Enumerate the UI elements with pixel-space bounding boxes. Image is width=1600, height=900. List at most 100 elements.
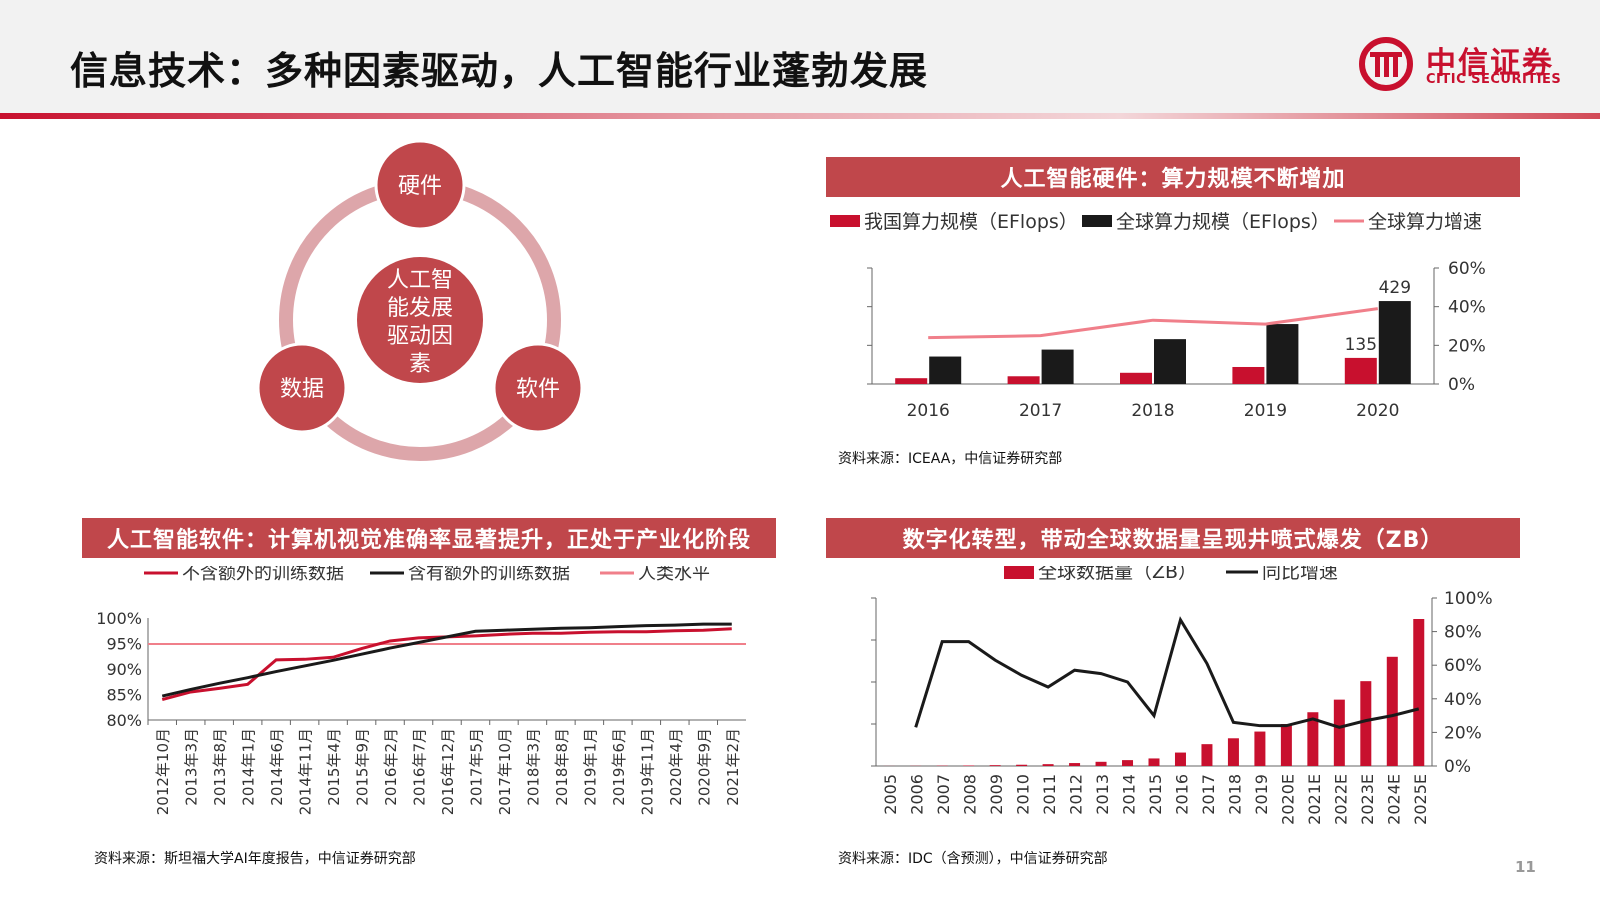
x-tick-label: 2015年9月 [354, 728, 372, 806]
x-tick-label: 2020年4月 [667, 728, 685, 806]
legend-swatch-0 [830, 215, 860, 227]
data-panel-title: 数字化转型，带动全球数据量呈现井喷式爆发（ZB） [826, 518, 1520, 558]
software-panel-title: 人工智能软件：计算机视觉准确率显著提升，正处于产业化阶段 [82, 518, 776, 558]
line-without-extra-data [161, 627, 732, 702]
x-tick-label: 2012 [1067, 774, 1086, 815]
y-tick-label: 95% [106, 635, 142, 654]
bar-data-volume [1227, 738, 1239, 766]
x-tick-label: 2021年2月 [724, 728, 742, 806]
y-tick-label: 100% [96, 609, 142, 628]
x-tick-label: 2014年1月 [240, 728, 258, 806]
center-label-line-2: 能发展 [387, 296, 453, 321]
datasphere-chart: 全球数据量（ZB） 同比增速 0% 20% 40% 60% 80% 100% 2005 2006 2… [871, 566, 1493, 825]
line-global-growth [928, 307, 1379, 340]
y2-tick-label: 20% [1444, 723, 1482, 743]
bar-data-volume [1016, 764, 1028, 766]
bar-data-volume [1254, 731, 1266, 766]
bar-china-compute [1344, 357, 1377, 384]
x-tick-label: 2012年10月 [154, 728, 172, 815]
compute-chart: 我国算力规模（EFlops） 全球算力规模（EFlops） 全球算力增速 0% 20% 4… [830, 211, 1486, 421]
data-label: 135 [1345, 335, 1377, 355]
bar-data-volume [1333, 699, 1345, 766]
y2-tick-label: 60% [1448, 259, 1486, 279]
x-tick-label: 2024E [1384, 774, 1403, 825]
line-with-extra-data [161, 622, 732, 698]
data-source: 资料来源：IDC（含预测），中信证券研究部 [838, 851, 1108, 867]
logo-text-en: CITIC SECURITIES [1426, 72, 1562, 87]
x-tick-label: 2010 [1014, 774, 1033, 815]
x-tick-label: 2016年7月 [411, 728, 429, 806]
slide-header [0, 0, 1600, 118]
x-tick-label: 2019年1月 [581, 728, 599, 806]
page-title: 信息技术：多种因素驱动，人工智能行业蓬勃发展 [70, 49, 929, 93]
x-tick-label: 2015年4月 [325, 728, 343, 806]
bar-china-compute [1120, 372, 1152, 384]
x-tick-label: 2016年2月 [382, 728, 400, 806]
x-tick-label: 2013年8月 [211, 728, 229, 806]
x-tick-label: 2018 [1225, 774, 1244, 815]
bar-data-volume [1122, 760, 1134, 766]
y2-tick-label: 80% [1444, 623, 1482, 643]
bar-data-volume [1307, 712, 1319, 766]
bar-data-volume [1201, 744, 1213, 766]
legend-label-0: 全球数据量（ZB） [1038, 566, 1197, 583]
x-tick-label: 2020年9月 [695, 728, 713, 806]
x-tick-label: 2019年11月 [638, 728, 656, 815]
bar-data-volume [1174, 752, 1186, 766]
legend-swatch-0 [1004, 566, 1034, 579]
legend-label-1: 含有额外的训练数据 [408, 566, 570, 584]
center-label-line-3: 驱动因 [387, 324, 453, 349]
bar-data-volume [989, 765, 1001, 766]
vision-accuracy-chart: 不含额外的训练数据 含有额外的训练数据 人类水平 80% 85% 90% 95% 100% 20… [96, 566, 746, 815]
x-tick-label: 2005 [881, 774, 900, 815]
x-tick-label: 2018年8月 [553, 728, 571, 806]
header-divider [0, 113, 1600, 119]
x-tick-label: 2013 [1093, 774, 1112, 815]
x-tick-label: 2016年12月 [439, 728, 457, 815]
y2-tick-label: 40% [1448, 298, 1486, 318]
center-circle [357, 257, 483, 383]
hardware-node-label: 硬件 [398, 174, 442, 199]
x-tick-label: 2017年10月 [496, 728, 514, 815]
line-yoy-growth [914, 616, 1420, 729]
bar-data-volume [963, 765, 975, 766]
x-tick-label: 2016 [1172, 774, 1191, 815]
x-tick-label: 2025E [1411, 774, 1430, 825]
x-tick-label: 2011 [1040, 774, 1059, 815]
bar-china-compute [895, 378, 928, 384]
x-tick-label: 2017 [1199, 774, 1218, 815]
y-tick-label: 90% [106, 660, 142, 679]
x-tick-label: 2019 [1252, 774, 1271, 815]
bar-global-compute [1266, 324, 1299, 384]
software-node-label: 软件 [516, 377, 560, 402]
bar-global-compute [929, 356, 962, 384]
x-tick-label: 2014年11月 [297, 728, 315, 815]
y2-tick-label: 0% [1444, 757, 1471, 777]
bar-data-volume [1042, 764, 1054, 766]
x-tick-label: 2014年6月 [268, 728, 286, 806]
data-node-label: 数据 [280, 377, 324, 402]
bar-global-compute [1154, 339, 1186, 384]
bar-data-volume [1148, 758, 1160, 766]
x-tick-label: 2008 [961, 774, 980, 815]
software-node [492, 342, 584, 434]
bar-data-volume [1069, 763, 1081, 766]
y2-tick-label: 100% [1444, 589, 1493, 609]
bar-data-volume [1413, 619, 1425, 766]
legend-label-0: 我国算力规模（EFlops） [864, 211, 1078, 233]
y-tick-label: 85% [106, 686, 142, 705]
legend-label-1: 全球算力规模（EFlops） [1116, 211, 1330, 233]
citic-logo: 中信证券 CITIC SECURITIES [1356, 36, 1576, 92]
hardware-panel-title: 人工智能硬件：算力规模不断增加 [826, 157, 1520, 197]
bar-china-compute [1232, 366, 1265, 384]
x-tick-label: 2017年5月 [467, 728, 485, 806]
bar-global-compute [1378, 301, 1411, 384]
y2-tick-label: 0% [1448, 375, 1475, 395]
bar-data-volume [1095, 761, 1107, 766]
x-tick-label: 2019 [1244, 401, 1287, 421]
x-tick-label: 2018年3月 [524, 728, 542, 806]
legend-label-0: 不含额外的训练数据 [182, 566, 344, 584]
x-tick-label: 2023E [1358, 774, 1377, 825]
bar-data-volume [1280, 724, 1292, 766]
x-tick-label: 2018 [1131, 401, 1174, 421]
